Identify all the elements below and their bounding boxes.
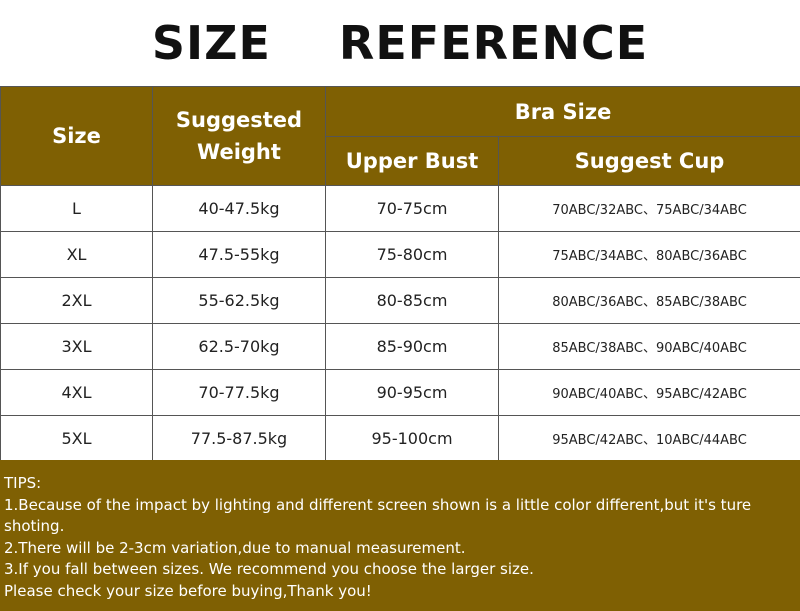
cup-cell: 85ABC/38ABC、90ABC/40ABC <box>497 323 800 370</box>
weight-cell: 40-47.5kg <box>152 185 326 232</box>
cup-cell: 80ABC/36ABC、85ABC/38ABC <box>497 277 800 324</box>
weight-cell: 55-62.5kg <box>152 277 326 324</box>
size-table: Size Suggested Weight Bra Size Upper Bus… <box>0 86 800 462</box>
weight-cell: 47.5-55kg <box>152 231 326 278</box>
table-row: 3XL 62.5-70kg 85-90cm 85ABC/38ABC、90ABC/40A… <box>0 323 800 370</box>
header-suggest-cup: Suggest Cup <box>497 136 800 186</box>
header-upper-bust: Upper Bust <box>325 136 499 186</box>
size-cell: XL <box>0 231 153 278</box>
table-row: 5XL 77.5-87.5kg 95-100cm 95ABC/42ABC、10ABC/… <box>0 415 800 462</box>
size-cell: 4XL <box>0 369 153 416</box>
weight-cell: 62.5-70kg <box>152 323 326 370</box>
tip-line: 1.Because of the impact by lighting and … <box>4 495 752 536</box>
upper-bust-cell: 75-80cm <box>325 231 499 278</box>
table-row: L 40-47.5kg 70-75cm 70ABC/32ABC、75ABC/34ABC <box>0 185 800 232</box>
table-row: 4XL 70-77.5kg 90-95cm 90ABC/40ABC、95ABC/42A… <box>0 369 800 416</box>
page-title: SIZE REFERENCE <box>151 16 649 70</box>
size-cell: 5XL <box>0 415 153 462</box>
weight-cell: 70-77.5kg <box>152 369 326 416</box>
cup-cell: 70ABC/32ABC、75ABC/34ABC <box>497 185 800 232</box>
size-cell: 3XL <box>0 323 153 370</box>
weight-cell: 77.5-87.5kg <box>152 415 326 462</box>
cup-cell: 95ABC/42ABC、10ABC/44ABC <box>497 415 800 462</box>
tip-line: 3.If you fall between sizes. We recommen… <box>4 560 534 578</box>
tip-line: 2.There will be 2-3cm variation,due to m… <box>4 538 466 557</box>
cup-cell: 90ABC/40ABC、95ABC/42ABC <box>497 369 800 416</box>
upper-bust-cell: 70-75cm <box>325 185 499 232</box>
upper-bust-cell: 85-90cm <box>325 323 499 370</box>
table-row: 2XL 55-62.5kg 80-85cm 80ABC/36ABC、85ABC/38A… <box>0 277 800 324</box>
upper-bust-cell: 95-100cm <box>325 415 499 462</box>
upper-bust-cell: 80-85cm <box>325 277 499 324</box>
cup-cell: 75ABC/34ABC、80ABC/36ABC <box>497 231 800 278</box>
table-row: XL 47.5-55kg 75-80cm 75ABC/34ABC、80ABC/36AB… <box>0 231 800 278</box>
tips-section: TIPS: 1.Because of the impact by lighting… <box>0 460 800 611</box>
header-bra-size: Bra Size <box>324 86 800 137</box>
header-size: Size <box>0 86 153 186</box>
size-cell: 2XL <box>0 277 153 324</box>
header-weight: Suggested Weight <box>152 86 326 186</box>
tip-line: Please check your size before buying,Tha… <box>4 581 372 600</box>
tip-line: TIPS: <box>4 474 42 492</box>
size-cell: L <box>0 185 153 232</box>
upper-bust-cell: 90-95cm <box>325 369 499 416</box>
